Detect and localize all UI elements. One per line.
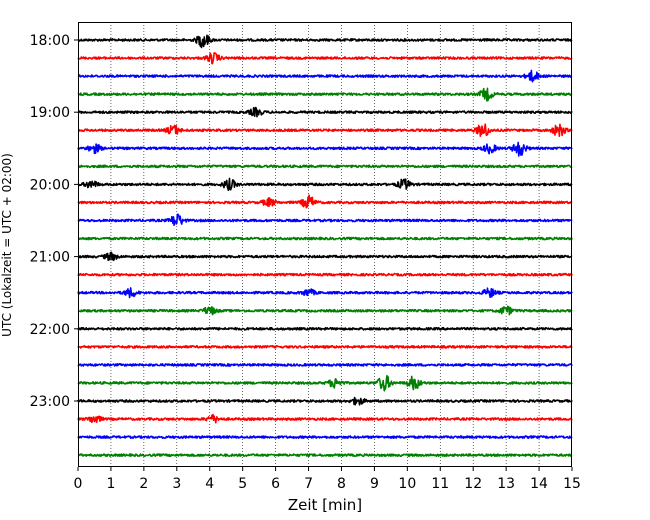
trace-2130: [77, 287, 573, 299]
trace-2230: [77, 363, 573, 367]
trace-2045: [77, 236, 573, 241]
trace-2300: [77, 396, 573, 406]
x-tick-label: 9: [370, 476, 379, 492]
x-tick-label: 3: [172, 476, 181, 492]
trace-2245: [77, 374, 573, 392]
x-tick-label: 10: [398, 476, 416, 492]
trace-2345: [77, 453, 573, 458]
x-tick-label: 1: [106, 476, 115, 492]
trace-1930: [77, 141, 573, 157]
x-tick-label: 6: [271, 476, 280, 492]
y-axis-ticks: 18:00 19:00 20:00 21:00 22:00 23:00: [30, 33, 78, 410]
trace-2100: [77, 251, 573, 262]
plot-frame: [78, 22, 572, 467]
y-tick-label: 19:00: [30, 105, 70, 121]
x-tick-label: 12: [464, 476, 482, 492]
trace-1945: [77, 164, 573, 169]
x-tick-label: 15: [563, 476, 581, 492]
trace-2215: [77, 344, 573, 349]
trace-1815: [77, 52, 573, 65]
trace-2330: [77, 435, 573, 439]
x-tick-label: 11: [431, 476, 449, 492]
x-tick-label: 0: [74, 476, 83, 492]
trace-2315: [77, 413, 573, 424]
trace-2115: [77, 272, 573, 277]
y-tick-label: 23:00: [30, 394, 70, 410]
x-axis-ticks: 0 1 2 3 4 5 6 7 8 9 10 11 12 13 14 15: [74, 467, 581, 492]
trace-1915: [77, 123, 573, 137]
x-tick-label: 2: [139, 476, 148, 492]
x-tick-label: 7: [304, 476, 313, 492]
trace-2030: [77, 213, 573, 227]
y-tick-label: 21:00: [30, 250, 70, 266]
trace-1900: [77, 106, 573, 118]
x-tick-label: 13: [497, 476, 515, 492]
x-axis-label: Zeit [min]: [288, 496, 362, 514]
y-tick-label: 22:00: [30, 322, 70, 338]
y-axis-label: UTC (Lokalzeit = UTC + 02:00): [0, 153, 14, 337]
trace-2200: [77, 326, 573, 331]
trace-1800: [77, 34, 573, 49]
grid: [110, 22, 540, 467]
traces: [77, 34, 573, 458]
y-tick-label: 20:00: [30, 177, 70, 193]
trace-2000: [77, 177, 573, 192]
x-tick-label: 14: [530, 476, 548, 492]
trace-2015: [77, 194, 573, 209]
trace-1845: [77, 87, 573, 102]
x-tick-label: 8: [337, 476, 346, 492]
x-tick-label: 4: [205, 476, 214, 492]
trace-2145: [77, 305, 573, 316]
y-tick-label: 18:00: [30, 33, 70, 49]
x-tick-label: 5: [238, 476, 247, 492]
trace-1830: [77, 69, 573, 83]
